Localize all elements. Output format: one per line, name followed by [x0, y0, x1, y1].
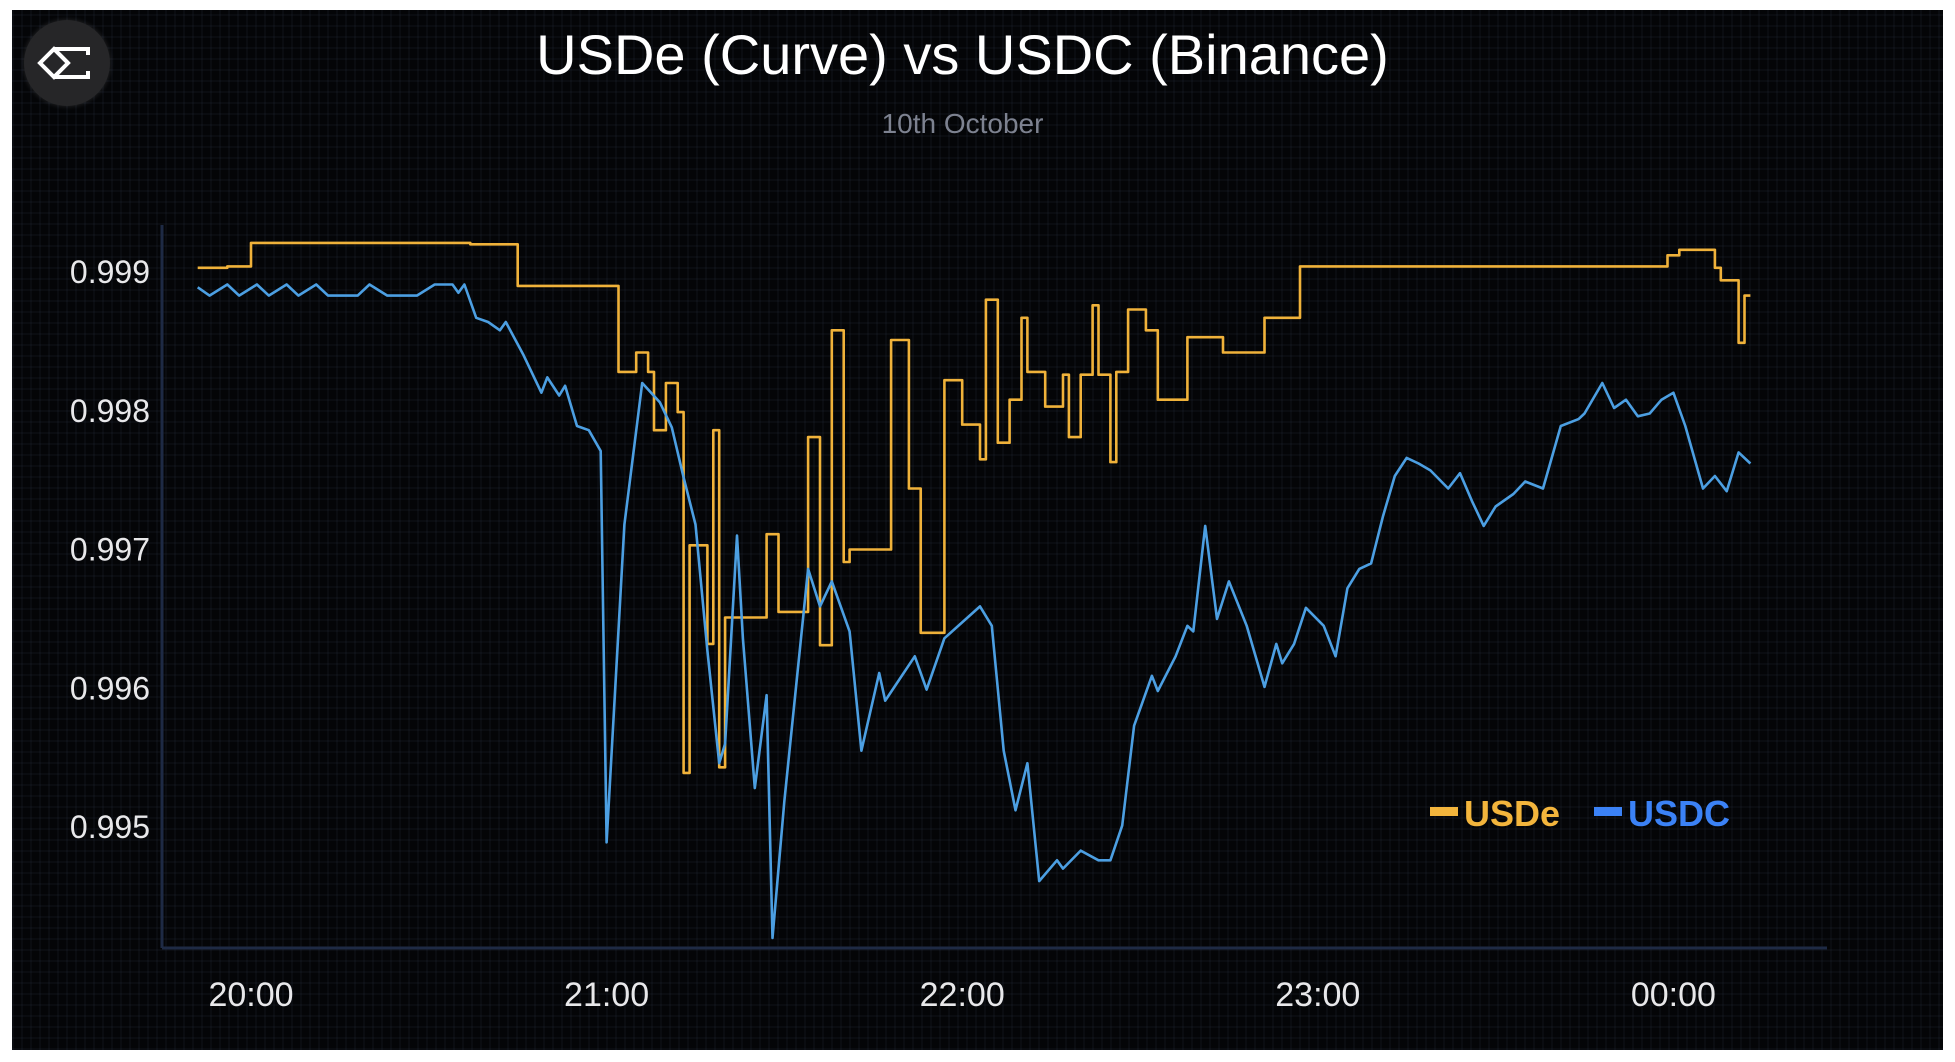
series-line-usdc: [196, 283, 1752, 940]
y-tick-label: 0.999: [70, 254, 150, 290]
axes: [160, 225, 1827, 950]
sigma-diamond-logo-icon: [37, 46, 90, 80]
series-lines: [196, 241, 1752, 940]
legend-item-usdc: USDC: [1594, 793, 1730, 834]
logo: [24, 20, 110, 106]
y-tick-label: 0.998: [70, 393, 150, 429]
series-line-usde: [197, 241, 1751, 775]
legend-swatch: [1594, 807, 1622, 816]
x-tick-label: 21:00: [564, 976, 649, 1014]
x-axis-labels: 20:00 21:00 22:00 23:00 00:00: [208, 976, 1715, 1014]
y-axis-labels: 0.999 0.998 0.997 0.996 0.995: [70, 254, 150, 845]
legend: USDe USDC: [1430, 793, 1730, 834]
x-tick-label: 20:00: [208, 976, 293, 1014]
x-tick-label: 22:00: [920, 976, 1005, 1014]
chart-panel: [12, 10, 1943, 1050]
chart-title: USDe (Curve) vs USDC (Binance): [536, 23, 1389, 86]
y-tick-label: 0.996: [70, 670, 150, 706]
legend-label: USDC: [1628, 793, 1730, 834]
legend-label: USDe: [1464, 793, 1560, 834]
legend-swatch: [1430, 807, 1458, 816]
x-tick-label: 23:00: [1275, 976, 1360, 1014]
x-tick-label: 00:00: [1631, 976, 1716, 1014]
y-tick-label: 0.995: [70, 809, 150, 845]
y-tick-label: 0.997: [70, 532, 150, 568]
chart-subtitle: 10th October: [881, 108, 1044, 139]
legend-item-usde: USDe: [1430, 793, 1560, 834]
